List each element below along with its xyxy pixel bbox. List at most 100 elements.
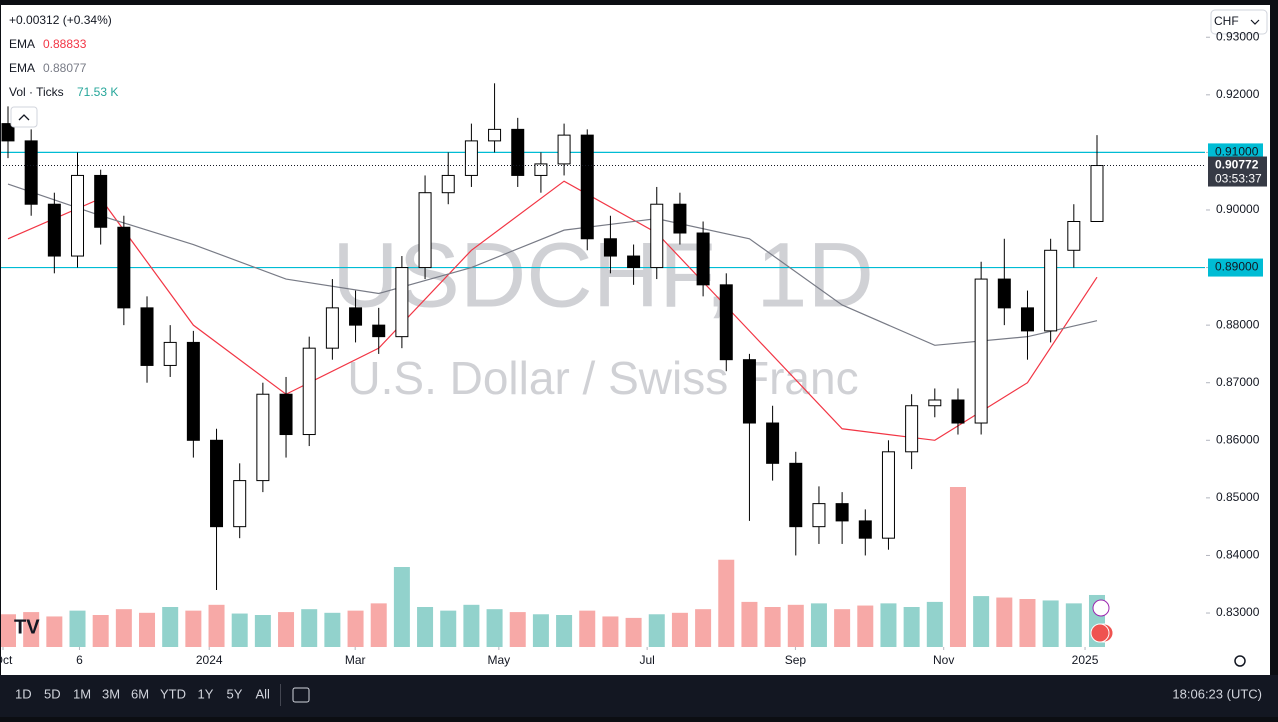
volume-bar [1065, 603, 1082, 647]
y-tick-label: 0.88000 [1216, 317, 1260, 331]
event-icon[interactable] [1090, 623, 1110, 643]
volume-label: Vol · Ticks [9, 85, 64, 99]
volume-bar [46, 616, 63, 647]
candle-body [71, 174, 85, 257]
range-button[interactable]: YTD [160, 686, 186, 701]
level-label: 0.91000 [1215, 145, 1259, 159]
candle-body [719, 284, 733, 361]
volume-bar [1042, 600, 1059, 647]
ema-line [7, 183, 1098, 346]
y-tick-label: 0.84000 [1216, 548, 1260, 562]
volume-bar [857, 605, 874, 647]
settings-icon[interactable] [1234, 655, 1246, 667]
currency-button[interactable] [1210, 9, 1268, 35]
candle-body [47, 203, 61, 257]
event-icon[interactable] [1092, 599, 1110, 617]
candle-body [812, 503, 826, 528]
change-text: +0.00312 (+0.34%) [9, 13, 112, 27]
candle-body [302, 347, 316, 436]
volume-bar [834, 609, 851, 647]
candle-body [603, 238, 617, 257]
candle-body [881, 451, 895, 539]
range-button[interactable]: 6M [131, 686, 149, 701]
candle-body [140, 307, 154, 366]
volume-bar [671, 612, 688, 647]
candle-body [1044, 249, 1058, 332]
range-button[interactable]: 1M [73, 686, 91, 701]
x-tick-label: Oct [0, 653, 13, 667]
candle-body [997, 278, 1011, 309]
candle-body [279, 393, 293, 436]
level-label-box [1208, 258, 1263, 277]
volume-bar [278, 612, 295, 647]
volume-bar [162, 607, 179, 647]
candle-body [395, 267, 409, 338]
volume-bar [579, 610, 596, 647]
candle-body [464, 140, 478, 176]
volume-bar [556, 615, 573, 647]
candle-body [210, 439, 224, 528]
candle-body [186, 341, 200, 441]
volume-bar [695, 609, 712, 647]
volume-bar [1, 614, 16, 647]
volume-bar [417, 607, 434, 647]
volume-bar [92, 615, 109, 647]
y-tick-label: 0.87000 [1216, 375, 1260, 389]
x-tick-label: 2024 [196, 653, 223, 667]
candle-body [256, 393, 270, 482]
y-tick-label: 0.92000 [1216, 87, 1260, 101]
candle-body [1067, 220, 1081, 251]
range-button[interactable]: 3M [102, 686, 120, 701]
ema-label: EMA [9, 37, 35, 51]
volume-bar [486, 609, 503, 647]
x-tick-label: Sep [785, 653, 807, 667]
volume-bar [810, 603, 827, 647]
volume-bar [973, 596, 990, 647]
collapse-button[interactable] [10, 106, 38, 128]
x-tick-label: Mar [345, 653, 366, 667]
volume-bar [23, 612, 40, 647]
x-tick-label: Jul [639, 653, 654, 667]
x-tick-label: May [488, 653, 511, 667]
volume-bar [996, 597, 1013, 647]
currency-label[interactable]: CHF [1214, 14, 1239, 28]
volume-bar [1019, 599, 1036, 647]
ema-value: 0.88077 [43, 61, 87, 75]
candle-body [858, 520, 872, 539]
range-button[interactable]: 5D [44, 686, 61, 701]
candle-body [696, 232, 710, 286]
volume-bar [139, 612, 156, 647]
range-button[interactable]: 1Y [198, 686, 214, 701]
chart-background [1, 5, 1270, 675]
candle-body [789, 462, 803, 528]
candle-body [742, 359, 756, 424]
y-tick-label: 0.83000 [1216, 605, 1260, 619]
candle-body [673, 203, 687, 234]
candle-body [372, 324, 386, 338]
toolbar-divider [280, 684, 281, 706]
collapse-icon [18, 114, 30, 121]
range-button[interactable]: 1D [15, 686, 32, 701]
candle-body [974, 278, 988, 424]
clock: 18:06:23 (UTC) [1172, 686, 1262, 701]
candle-body [650, 203, 664, 269]
countdown-label: 03:53:37 [1215, 172, 1262, 186]
candle-body [557, 134, 571, 165]
candle-body [580, 134, 594, 240]
volume-bar [463, 604, 480, 647]
candle-body [117, 226, 131, 309]
volume-bar [440, 610, 457, 647]
volume-value: 71.53 K [77, 85, 118, 99]
candle-body [951, 399, 965, 424]
candle-body [835, 503, 849, 522]
candle-body [534, 163, 548, 176]
date-range-icon[interactable] [292, 687, 310, 703]
watermark-description: U.S. Dollar / Swiss Franc [347, 352, 858, 404]
range-button[interactable]: All [256, 686, 271, 701]
range-button[interactable]: 5Y [227, 686, 243, 701]
level-label: 0.89000 [1215, 260, 1259, 274]
volume-bar [602, 616, 619, 647]
volume-bar [208, 604, 225, 647]
